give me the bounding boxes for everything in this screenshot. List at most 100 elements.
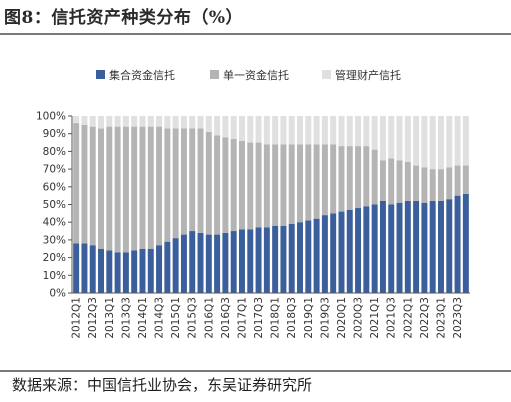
source-note: 数据来源：中国信托业协会，东吴证券研究所: [12, 376, 313, 394]
bar-segment: [288, 223, 295, 293]
bar-segment: [222, 232, 229, 293]
bar-segment: [147, 126, 154, 249]
bar-segment: [363, 116, 370, 147]
bar-segment: [172, 116, 179, 129]
x-tick-label: 2018Q3: [286, 297, 298, 339]
bar-segment: [205, 116, 212, 132]
bar-segment: [263, 116, 270, 145]
bar-segment: [205, 234, 212, 293]
bar-segment: [131, 126, 138, 251]
bar-segment: [172, 238, 179, 293]
bar-segment: [106, 250, 113, 293]
bar-segment: [355, 208, 362, 293]
x-tick-label: 2015Q1: [170, 297, 182, 339]
bar-segment: [396, 116, 403, 161]
bar-segment: [379, 200, 386, 293]
bar-segment: [297, 116, 304, 145]
bar-segment: [388, 158, 395, 205]
bar-segment: [205, 131, 212, 235]
bar-segment: [446, 116, 453, 168]
bar-segment: [355, 146, 362, 209]
x-tick-label: 2012Q1: [71, 297, 83, 339]
bar-segment: [371, 116, 378, 150]
bar-segment: [404, 200, 411, 293]
bar-segment: [429, 169, 436, 201]
bar-segment: [230, 139, 237, 232]
bar-segment: [305, 220, 312, 293]
bar-segment: [379, 116, 386, 161]
bar-segment: [388, 204, 395, 293]
x-tick-label: 2019Q3: [319, 297, 331, 339]
bar-segment: [454, 195, 461, 293]
x-tick-label: 2021Q1: [369, 297, 381, 339]
legend-label: 管理财产信托: [335, 68, 401, 82]
bar-segment: [73, 116, 80, 124]
bar-segment: [454, 116, 461, 166]
bar-segment: [313, 116, 320, 145]
bar-segment: [429, 200, 436, 293]
x-tick-label: 2020Q3: [353, 297, 365, 339]
bar-segment: [197, 116, 204, 129]
bar-segment: [313, 218, 320, 293]
bar-segment: [214, 234, 221, 293]
bar-segment: [346, 116, 353, 147]
bar-segment: [371, 149, 378, 205]
bar-segment: [197, 128, 204, 233]
bar-segment: [288, 144, 295, 224]
bar-segment: [338, 211, 345, 293]
bar-segment: [131, 250, 138, 293]
bar-segment: [446, 167, 453, 200]
top-rule: [0, 33, 511, 35]
bar-segment: [73, 123, 80, 244]
bar-segment: [156, 116, 163, 127]
bar-segment: [197, 232, 204, 293]
bar-segment: [421, 202, 428, 293]
bar-segment: [222, 116, 229, 138]
bar-segment: [288, 116, 295, 145]
bar-segment: [189, 116, 196, 129]
bar-segment: [413, 200, 420, 293]
bar-segment: [346, 209, 353, 293]
bar-segment: [462, 165, 469, 194]
bar-segment: [396, 202, 403, 293]
y-tick-label: 30%: [43, 234, 66, 246]
bottom-rule: [0, 370, 511, 372]
bar-segment: [371, 204, 378, 293]
bar-segment: [272, 225, 279, 293]
bar-segment: [89, 116, 96, 127]
bar-segment: [462, 193, 469, 293]
bar-segment: [164, 128, 171, 242]
bar-segment: [462, 116, 469, 166]
bar-segment: [247, 142, 254, 230]
bar-segment: [305, 144, 312, 221]
bar-segment: [338, 116, 345, 147]
x-tick-label: 2015Q3: [187, 297, 199, 339]
y-tick-label: 40%: [43, 217, 66, 229]
legend-swatch: [322, 70, 331, 79]
bar-segment: [421, 167, 428, 203]
bar-segment: [238, 116, 245, 141]
bar-segment: [404, 116, 411, 163]
x-tick-label: 2022Q1: [402, 297, 414, 339]
bar-segment: [297, 222, 304, 293]
bar-segment: [164, 241, 171, 293]
bar-segment: [214, 116, 221, 136]
bar-segment: [147, 248, 154, 293]
bar-segment: [122, 126, 129, 253]
bar-segment: [396, 160, 403, 203]
bar-segment: [189, 128, 196, 232]
bar-segment: [280, 225, 287, 293]
x-tick-label: 2013Q1: [104, 297, 116, 339]
bar-segment: [189, 231, 196, 293]
bar-segment: [230, 116, 237, 140]
bar-segment: [321, 144, 328, 216]
bar-segment: [255, 116, 262, 143]
bar-segment: [238, 229, 245, 293]
legend-label: 集合资金信托: [109, 68, 175, 82]
bar-segment: [122, 116, 129, 127]
bar-segment: [297, 144, 304, 223]
bar-segment: [230, 231, 237, 293]
bar-segment: [413, 116, 420, 166]
y-tick-label: 0%: [49, 288, 66, 300]
bar-segment: [330, 116, 337, 145]
